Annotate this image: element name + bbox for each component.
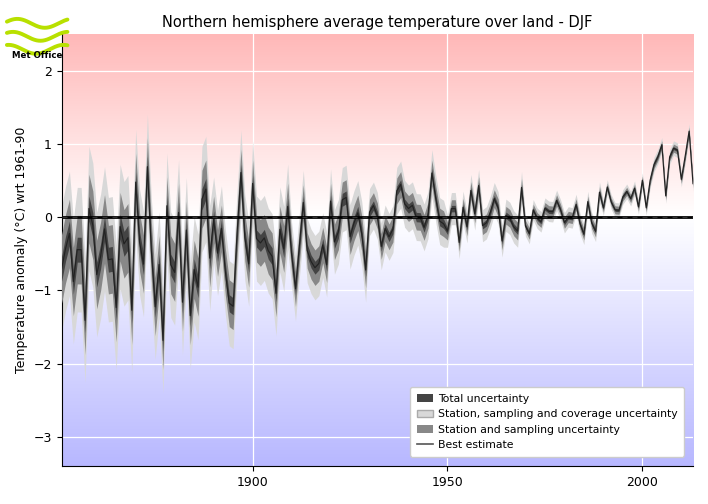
Legend: Total uncertainty, Station, sampling and coverage uncertainty, Station and sampl: Total uncertainty, Station, sampling and… xyxy=(410,387,685,457)
Text: Met Office: Met Office xyxy=(12,50,62,59)
Y-axis label: Temperature anomaly (°C) wrt 1961-90: Temperature anomaly (°C) wrt 1961-90 xyxy=(15,127,28,373)
Title: Northern hemisphere average temperature over land - DJF: Northern hemisphere average temperature … xyxy=(162,15,593,30)
